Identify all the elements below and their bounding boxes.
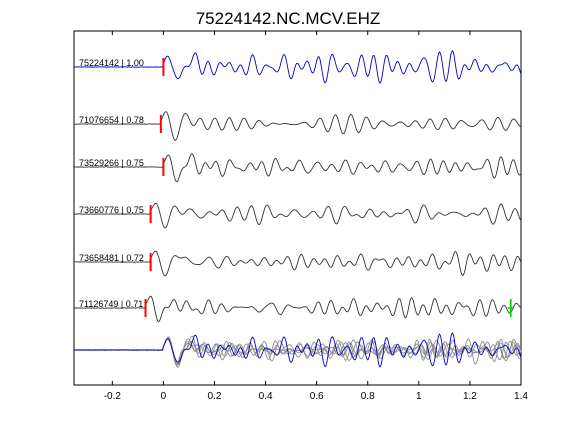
x-tick-label: 0.8 [361, 391, 375, 402]
trace-line [73, 202, 522, 229]
trace-labels-layer: 75224142 | 1.00 71076654 | 0.78 73529266 |… [79, 58, 144, 309]
chart-title: 75224142.NC.MCV.EHZ [196, 9, 381, 28]
trace-line [73, 111, 522, 141]
x-tick-label: 0 [161, 391, 167, 402]
trace-line [73, 153, 522, 183]
x-tick-label: 1 [416, 391, 422, 402]
x-tick-label: 0.6 [310, 391, 324, 402]
trace-line [73, 50, 522, 84]
trace-label: 73660776 | 0.75 [79, 205, 144, 215]
trace-label: 73658481 | 0.72 [79, 253, 144, 263]
trace-label: 75224142 | 1.00 [79, 58, 144, 68]
x-tick-label: 0.2 [208, 391, 222, 402]
trace-label: 71126749 | 0.71 [79, 299, 143, 309]
trace-line [74, 295, 522, 323]
x-tick-label: -0.2 [104, 391, 122, 402]
stack-overlay-layer [73, 332, 522, 368]
trace-label: 71076654 | 0.78 [79, 115, 144, 125]
x-tick-label: 1.2 [463, 391, 477, 402]
plot-frame [73, 30, 522, 386]
stack-trace-line [73, 332, 522, 368]
traces-layer [73, 50, 522, 323]
x-axis: -0.2 0 0.2 0.4 0.6 0.8 1 1.2 1.4 [104, 31, 528, 402]
picks-layer [144, 58, 514, 317]
x-tick-label: 0.4 [259, 391, 273, 402]
trace-line [74, 250, 522, 277]
trace-label: 73529266 | 0.75 [79, 158, 144, 168]
x-tick-label: 1.4 [514, 391, 528, 402]
